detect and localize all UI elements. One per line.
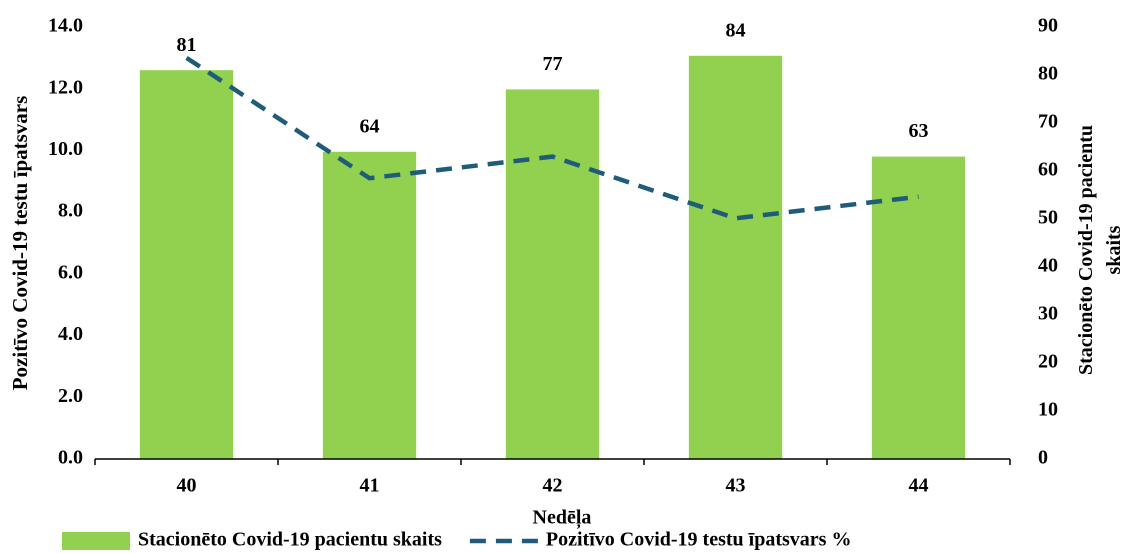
y-tick-label: 0.0 xyxy=(58,447,83,469)
y2-tick-label: 40 xyxy=(1038,255,1058,277)
data-label: 81 xyxy=(177,34,197,56)
bar xyxy=(322,151,417,460)
y-tick-label: 6.0 xyxy=(58,261,83,283)
data-label: 84 xyxy=(726,19,746,41)
y2-tick-label: 50 xyxy=(1038,207,1058,229)
y2-tick-label: 10 xyxy=(1038,399,1058,421)
bar xyxy=(505,89,600,460)
legend-label: Stacionēto Covid-19 pacientu skaits xyxy=(138,529,442,551)
x-axis-title: Nedēļa xyxy=(533,507,592,530)
y2-tick-label: 30 xyxy=(1038,303,1058,325)
bar xyxy=(688,55,783,460)
legend-label: Pozitīvo Covid-19 testu īpatsvars % xyxy=(546,529,852,551)
y2-tick-label: 70 xyxy=(1038,111,1058,133)
y-axis-title: Pozitīvo Covid-19 testu īpatsvars xyxy=(8,96,32,391)
y-tick-label: 12.0 xyxy=(48,76,83,98)
y2-tick-label: 80 xyxy=(1038,63,1058,85)
y2-tick-label: 0 xyxy=(1038,447,1048,469)
x-tick-label: 41 xyxy=(360,475,380,497)
y-tick-label: 2.0 xyxy=(58,385,83,407)
y2-tick-label: 20 xyxy=(1038,351,1058,373)
data-label: 77 xyxy=(543,53,563,75)
x-tick-label: 40 xyxy=(177,475,197,497)
legend-swatch xyxy=(62,532,130,550)
line xyxy=(185,55,919,221)
y2-tick-label: 60 xyxy=(1038,159,1058,181)
bar xyxy=(871,156,966,459)
bar xyxy=(139,70,234,459)
y-tick-label: 14.0 xyxy=(48,15,83,37)
data-label: 64 xyxy=(360,115,380,137)
x-tick-label: 44 xyxy=(909,475,929,497)
y-tick-label: 10.0 xyxy=(48,138,83,160)
y2-axis-title: Stacionēto Covid-19 pacientu skaits xyxy=(1075,125,1125,375)
y-tick-label: 4.0 xyxy=(58,323,83,345)
y-tick-label: 8.0 xyxy=(58,200,83,222)
y2-tick-label: 90 xyxy=(1038,15,1058,37)
x-tick-label: 43 xyxy=(726,475,746,497)
data-label: 63 xyxy=(909,120,929,142)
x-tick-label: 42 xyxy=(543,475,563,497)
